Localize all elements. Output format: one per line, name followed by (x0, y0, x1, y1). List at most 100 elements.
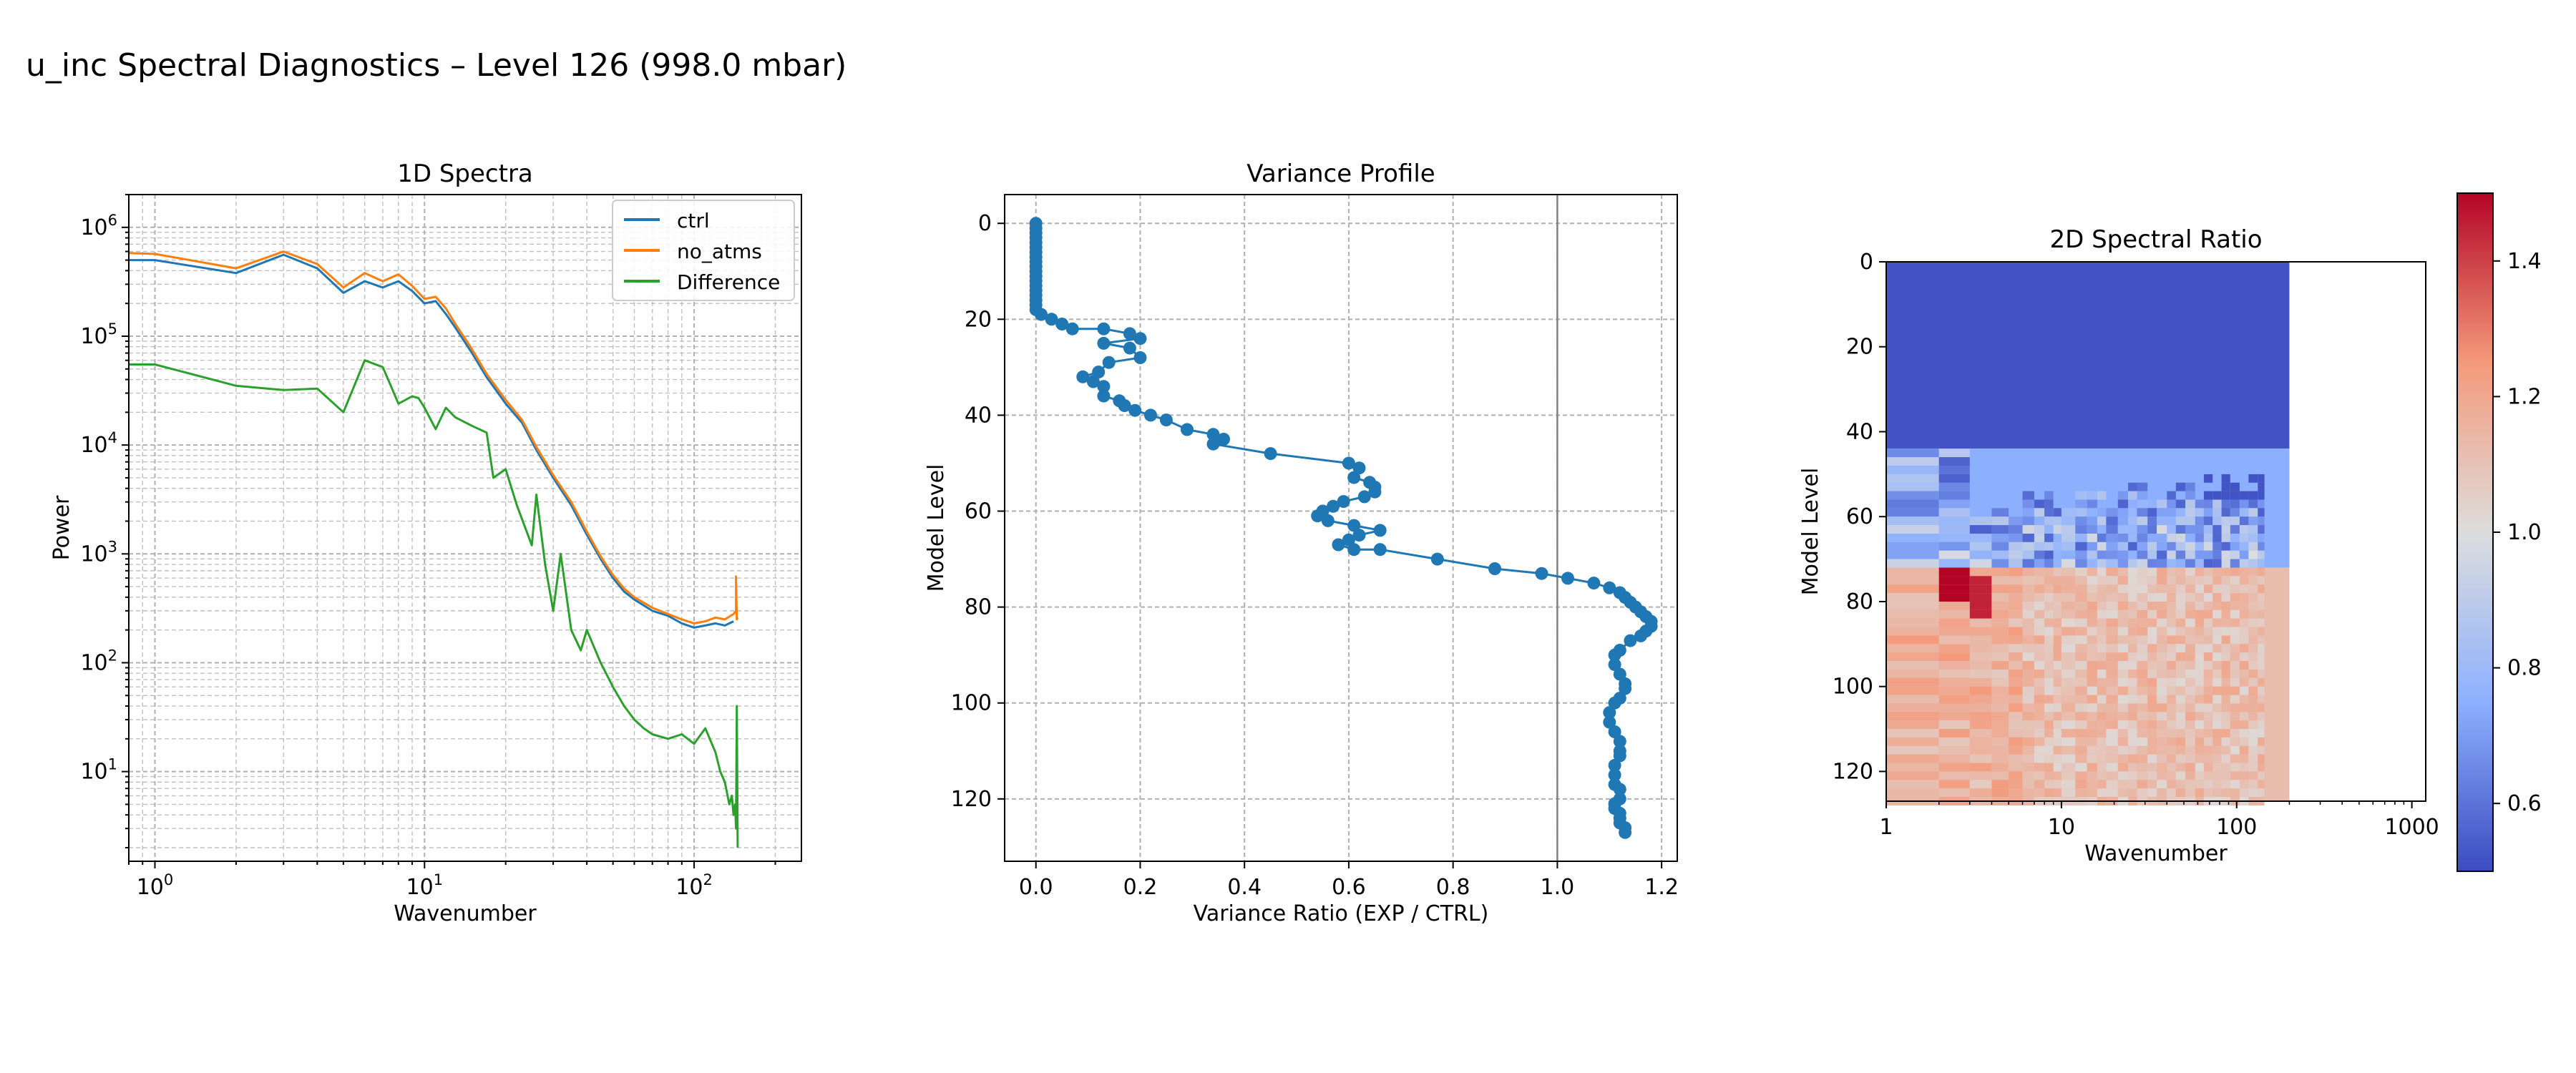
heatmap-cell (2044, 686, 2054, 695)
heatmap-cell (2239, 695, 2249, 704)
heatmap-cell (1969, 712, 1992, 721)
heatmap-cell (2053, 652, 2062, 662)
heatmap-cell (2167, 499, 2176, 509)
heatmap-cell (2087, 737, 2097, 746)
heatmap-cell (1938, 686, 1970, 695)
heatmap-cell (2203, 627, 2213, 636)
heatmap-cell (2258, 602, 2265, 610)
x-tick-label: 0.0 (1019, 875, 1053, 900)
heatmap-cell (2097, 635, 2107, 645)
heatmap-cell (2061, 771, 2076, 780)
heatmap-cell (2061, 618, 2076, 627)
heatmap-cell (2147, 788, 2157, 798)
heatmap-cell (2117, 516, 2128, 526)
heatmap-cell (2203, 618, 2213, 627)
heatmap-cell (2097, 525, 2107, 534)
heatmap-cell (2053, 635, 2062, 645)
heatmap-cell (1969, 593, 1992, 602)
heatmap-cell (2147, 780, 2157, 789)
heatmap-cell (2137, 491, 2148, 500)
heatmap-cell (2117, 771, 2128, 780)
heatmap-cell (2137, 516, 2148, 526)
heatmap-cell (1969, 525, 1992, 534)
heatmap-cell (2117, 627, 2128, 636)
heatmap-cell (2075, 525, 2087, 534)
heatmap-cell (1938, 745, 1970, 755)
heatmap-cell (2221, 482, 2230, 491)
heatmap-cell (2195, 670, 2204, 678)
heatmap-cell (2248, 567, 2258, 577)
heatmap-cell (2212, 686, 2222, 695)
heatmap-cell (2087, 635, 2097, 645)
heatmap-cell (2117, 686, 2128, 695)
heatmap-cell (2009, 516, 2023, 526)
variance-point (1430, 552, 1444, 566)
heatmap-cell (2230, 618, 2240, 627)
heatmap-cell (2258, 763, 2265, 772)
heatmap-cell (1938, 593, 1970, 602)
heatmap-cell (2009, 712, 2023, 721)
heatmap-cell (2087, 780, 2097, 789)
heatmap-cell (2185, 745, 2195, 755)
heatmap-cell (2203, 499, 2213, 509)
heatmap-cell (2009, 576, 2023, 585)
heatmap-cell (1969, 516, 1992, 526)
heatmap-cell (2239, 686, 2249, 695)
heatmap-cell (2061, 670, 2076, 678)
heatmap-cell (2106, 754, 2118, 763)
heatmap-cell (2137, 499, 2148, 509)
heatmap-cell (2230, 729, 2240, 738)
heatmap-cell (2203, 652, 2213, 662)
heatmap-cell (2147, 703, 2157, 712)
heatmap-cell (2022, 534, 2034, 542)
heatmap-cell (2009, 686, 2023, 695)
heatmap-cell (2009, 661, 2023, 670)
heatmap-cell (2157, 771, 2167, 780)
heatmap-cell (1886, 567, 1939, 577)
heatmap-cell (2044, 576, 2054, 585)
heatmap-cell (2128, 754, 2137, 763)
heatmap-cell (2175, 788, 2186, 798)
heatmap-cell (2167, 695, 2176, 704)
heatmap-cell (2087, 534, 2097, 542)
heatmap-cell (2106, 627, 2118, 636)
heatmap-cell (2248, 703, 2258, 712)
x-tick-label: 10 (2048, 815, 2075, 840)
heatmap-cell (2258, 703, 2265, 712)
heatmap-cell (2147, 593, 2157, 602)
heatmap-cell (2075, 644, 2087, 653)
heatmap-cell (2097, 712, 2107, 721)
heatmap-cell (2258, 661, 2265, 670)
heatmap-cell (1991, 567, 2009, 577)
heatmap-cell (2128, 534, 2137, 542)
heatmap-cell (2117, 609, 2128, 619)
heatmap-cell (2203, 686, 2213, 695)
heatmap-cell (2239, 525, 2249, 534)
heatmap-cell (2034, 703, 2045, 712)
variance-point (1055, 318, 1069, 330)
heatmap-cell (2097, 695, 2107, 704)
heatmap-cell (2185, 491, 2195, 500)
heatmap-cell (2009, 763, 2023, 772)
heatmap-cell (2175, 516, 2186, 526)
heatmap-cell (2022, 788, 2034, 798)
heatmap-cell (2203, 516, 2213, 526)
heatmap-cell (2248, 474, 2258, 483)
heatmap-cell (2195, 525, 2204, 534)
heatmap-cell (2106, 729, 2118, 738)
heatmap-cell (2009, 677, 2023, 687)
heatmap-cell (2167, 644, 2176, 653)
heatmap-cell (2137, 508, 2148, 517)
heatmap-cell (2128, 627, 2137, 636)
heatmap-cell (2128, 602, 2137, 610)
heatmap-cell (2175, 534, 2186, 542)
heatmap-cell (1969, 567, 1992, 577)
heatmap-cell (2167, 550, 2176, 559)
heatmap-cell (2034, 644, 2045, 653)
heatmap-cell (1886, 618, 1939, 627)
heatmap-cell (2230, 754, 2240, 763)
heatmap-cell (2230, 593, 2240, 602)
heatmap-cell (2203, 609, 2213, 619)
heatmap-cell (2022, 550, 2034, 559)
heatmap-cell (2117, 618, 2128, 627)
